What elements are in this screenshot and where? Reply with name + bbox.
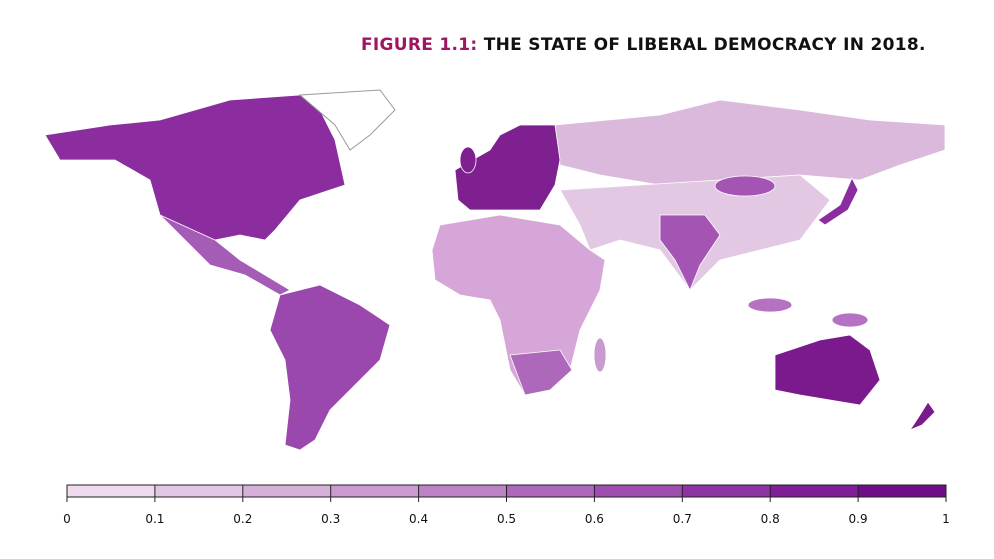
legend-bin xyxy=(506,485,595,497)
japan xyxy=(817,177,859,226)
figure-label: FIGURE 1.1: xyxy=(361,35,478,55)
legend-bin xyxy=(594,485,683,497)
south-america xyxy=(269,284,391,451)
figure-title: FIGURE 1.1: THE STATE OF LIBERAL DEMOCRA… xyxy=(361,35,926,55)
legend-bin xyxy=(330,485,419,497)
mongolia xyxy=(714,175,776,197)
legend-bin xyxy=(858,485,946,497)
russia xyxy=(554,99,946,186)
new-zealand xyxy=(908,401,936,431)
indonesia xyxy=(747,297,793,313)
legend-tick-label: 0.4 xyxy=(409,512,428,526)
legend-tick-label: 0.5 xyxy=(497,512,516,526)
legend-bin xyxy=(770,485,859,497)
india xyxy=(659,214,721,291)
figure-title-text: THE STATE OF LIBERAL DEMOCRACY IN 2018. xyxy=(484,35,926,55)
legend-tick-label: 0.1 xyxy=(145,512,164,526)
legend-tick-label: 1 xyxy=(942,512,950,526)
legend-tick-label: 0 xyxy=(63,512,71,526)
color-legend: 0 0.1 0.2 0.3 0.4 0.5 0.6 0.7 0.8 0.9 1 xyxy=(63,484,950,526)
central-america xyxy=(159,214,291,296)
north-america xyxy=(44,94,346,246)
new-guinea xyxy=(831,312,869,328)
europe xyxy=(454,124,561,211)
southern-africa xyxy=(509,349,573,396)
british-isles xyxy=(459,146,477,174)
madagascar xyxy=(593,337,607,373)
world-map xyxy=(44,89,946,451)
legend-bin xyxy=(418,485,507,497)
legend-tick-label: 0.8 xyxy=(761,512,780,526)
legend-tick-label: 0.7 xyxy=(673,512,692,526)
legend-bin xyxy=(242,485,331,497)
legend-tick-label: 0.2 xyxy=(233,512,252,526)
legend-tick-label: 0.9 xyxy=(849,512,868,526)
legend-bin xyxy=(67,485,155,497)
australia xyxy=(774,334,881,406)
legend-bin xyxy=(682,485,771,497)
legend-tick-label: 0.3 xyxy=(321,512,340,526)
greenland xyxy=(298,89,396,151)
legend-tick-label: 0.6 xyxy=(585,512,604,526)
legend-bin xyxy=(154,485,243,497)
